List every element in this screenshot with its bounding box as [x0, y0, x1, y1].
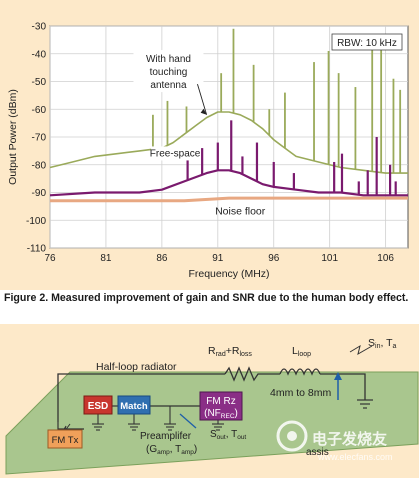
x-tick-label: 106	[377, 253, 394, 264]
x-axis-label: Frequency (MHz)	[188, 268, 269, 280]
output-power-chart: 76 81 86 91 96 101 106 -30 -40 -50 -60 -70 -80 -90 -10…	[7, 22, 409, 280]
y-tick-label: -70	[32, 133, 47, 144]
inductor-symbol	[279, 368, 321, 376]
watermark-text: 电子发烧友	[312, 430, 387, 448]
x-tick-label: 81	[100, 253, 112, 264]
incoming-signal-arrow	[349, 344, 373, 356]
fm-rz-nf-label: (NFREC)	[204, 408, 238, 420]
resistance-label: Rrad+Rloss	[208, 345, 252, 358]
input-signal-label: Sin, Ta	[368, 337, 397, 350]
hand-touch-label: touching	[150, 67, 188, 78]
loop-return-wire	[320, 373, 366, 400]
y-tick-label: -50	[32, 77, 47, 88]
fm-tx-label: FM Tx	[52, 435, 79, 446]
y-tick-label: -110	[27, 244, 47, 255]
x-tick-label: 96	[268, 253, 280, 264]
fm-tx-block	[47, 429, 83, 449]
match-label: Match	[120, 401, 148, 412]
y-tick-label: -30	[32, 22, 47, 33]
y-tick-label: -40	[32, 49, 47, 60]
half-loop-label: Half-loop radiator	[96, 361, 177, 373]
chassis-label: assis	[306, 447, 329, 458]
rbw-label: RBW: 10 kHz	[337, 38, 397, 49]
esd-label: ESD	[88, 401, 109, 412]
series-line-1	[49, 169, 408, 197]
hand-label-bg	[133, 50, 204, 93]
hand-touch-label: With hand	[146, 54, 191, 65]
match-block	[117, 395, 151, 415]
watermark-url: www.elecfans.com	[317, 452, 393, 462]
distance-label: 4mm to 8mm	[270, 387, 332, 399]
fm-rz-label: FM Rz	[206, 396, 235, 407]
series-line-2	[50, 196, 408, 203]
free-space-label-bg	[151, 146, 200, 161]
output-signal-label: Sout, Tout	[210, 429, 246, 441]
rbw-box	[331, 33, 403, 51]
preamplifier-params-label: (Gamp, Tamp)	[146, 444, 197, 456]
y-tick-label: -100	[26, 216, 46, 227]
hand-touch-label: antenna	[150, 80, 187, 91]
resistor-symbol	[224, 366, 280, 382]
x-tick-label: 101	[321, 253, 338, 264]
output-signal-arrow	[179, 413, 197, 429]
half-loop-wire	[57, 373, 225, 422]
pointer-arrowhead	[200, 108, 207, 115]
y-tick-label: -90	[32, 188, 47, 199]
watermark-logo: 电子发烧友 www.elecfans.com	[276, 420, 393, 462]
x-tick-label: 86	[156, 253, 168, 264]
esd-block	[83, 395, 113, 415]
y-tick-label: -60	[32, 105, 47, 116]
series-line-0	[49, 111, 408, 174]
hand-label-pointer	[197, 83, 208, 115]
y-tick-label: -80	[32, 160, 47, 171]
preamplifier-label: Preamplifer	[140, 431, 192, 442]
noise-floor-label: Noise floor	[215, 206, 266, 218]
circuit-diagram: ESD Match FM Rz (NFREC) FM Tx Half-loop …	[0, 324, 419, 478]
inductance-label: Lloop	[292, 345, 311, 358]
figure-caption: Figure 2. Measured improvement of gain a…	[4, 292, 409, 304]
fm-receiver-block	[199, 391, 243, 421]
y-axis-label: Output Power (dBm)	[7, 89, 19, 185]
free-space-label: Free-space	[150, 148, 201, 159]
chart-panel: 76 81 86 91 96 101 106 -30 -40 -50 -60 -70 -80 -90 -10…	[0, 0, 419, 290]
x-tick-label: 91	[212, 253, 224, 264]
x-tick-label: 76	[44, 253, 56, 264]
ground-symbol	[357, 399, 373, 409]
ground-symbols	[92, 406, 224, 431]
